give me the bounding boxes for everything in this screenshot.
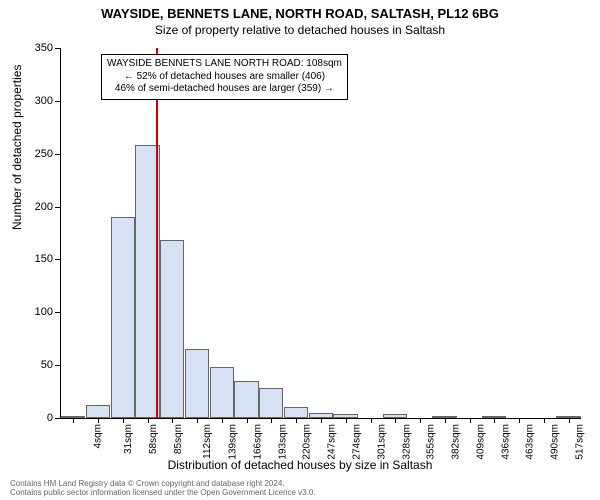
reference-line	[156, 48, 158, 418]
x-tick-label: 247sqm	[327, 424, 338, 460]
y-tick-label: 150	[35, 253, 53, 265]
histogram-bar	[160, 240, 184, 418]
annotation-box: WAYSIDE BENNETS LANE NORTH ROAD: 108sqm …	[101, 54, 348, 100]
x-tick	[73, 418, 74, 423]
x-tick	[494, 418, 495, 423]
x-tick-label: 58sqm	[148, 424, 159, 454]
y-tick	[55, 154, 61, 155]
x-tick-label: 436sqm	[500, 424, 511, 460]
x-tick	[271, 418, 272, 423]
x-tick-label: 85sqm	[173, 424, 184, 454]
histogram-bar	[210, 367, 234, 418]
x-tick	[98, 418, 99, 423]
x-tick-label: 409sqm	[475, 424, 486, 460]
x-tick	[395, 418, 396, 423]
y-tick	[55, 418, 61, 419]
histogram-bar	[86, 405, 110, 418]
y-tick	[55, 312, 61, 313]
footer-line1: Contains HM Land Registry data © Crown c…	[10, 479, 600, 489]
annotation-line3: 46% of semi-detached houses are larger (…	[107, 83, 342, 96]
x-tick	[197, 418, 198, 423]
x-tick-label: 112sqm	[202, 424, 213, 459]
x-tick	[172, 418, 173, 423]
histogram-bar	[284, 407, 308, 418]
y-tick	[55, 101, 61, 102]
histogram-bar	[234, 381, 258, 418]
y-tick-label: 50	[41, 359, 53, 371]
x-tick-label: 517sqm	[574, 424, 585, 460]
footer: Contains HM Land Registry data © Crown c…	[0, 479, 600, 498]
x-tick-label: 193sqm	[277, 424, 288, 460]
x-tick	[346, 418, 347, 423]
footer-line2: Contains public sector information licen…	[10, 488, 600, 498]
x-tick-label: 355sqm	[426, 424, 437, 460]
x-tick	[296, 418, 297, 423]
y-tick	[55, 48, 61, 49]
chart-title: WAYSIDE, BENNETS LANE, NORTH ROAD, SALTA…	[0, 0, 600, 21]
y-tick-label: 0	[47, 412, 53, 424]
x-tick-label: 31sqm	[123, 424, 134, 454]
x-tick-label: 301sqm	[376, 424, 387, 460]
x-tick	[420, 418, 421, 423]
x-tick	[222, 418, 223, 423]
y-tick	[55, 259, 61, 260]
y-tick-label: 100	[35, 306, 53, 318]
y-tick	[55, 207, 61, 208]
y-tick-label: 300	[35, 95, 53, 107]
x-tick	[148, 418, 149, 423]
annotation-line2: ← 52% of detached houses are smaller (40…	[107, 71, 342, 84]
x-tick	[123, 418, 124, 423]
x-tick	[321, 418, 322, 423]
histogram-bar	[185, 349, 209, 418]
x-axis-title: Distribution of detached houses by size …	[0, 458, 600, 472]
y-tick-label: 200	[35, 201, 53, 213]
x-tick-label: 382sqm	[451, 424, 462, 460]
x-tick	[569, 418, 570, 423]
chart-subtitle: Size of property relative to detached ho…	[0, 21, 600, 37]
x-tick-label: 166sqm	[253, 424, 264, 460]
plot-area: 0501001502002503003504sqm31sqm58sqm85sqm…	[60, 48, 581, 419]
annotation-line1: WAYSIDE BENNETS LANE NORTH ROAD: 108sqm	[107, 58, 342, 71]
histogram-bar	[259, 388, 283, 418]
x-tick	[519, 418, 520, 423]
x-tick-label: 328sqm	[401, 424, 412, 460]
chart-container: WAYSIDE, BENNETS LANE, NORTH ROAD, SALTA…	[0, 0, 600, 500]
x-tick	[371, 418, 372, 423]
y-axis-title: Number of detached properties	[10, 65, 24, 230]
x-tick-label: 4sqm	[93, 424, 104, 448]
x-tick	[470, 418, 471, 423]
x-tick	[445, 418, 446, 423]
x-tick	[247, 418, 248, 423]
y-tick-label: 250	[35, 148, 53, 160]
x-tick-label: 274sqm	[352, 424, 363, 460]
x-tick-label: 490sqm	[550, 424, 561, 460]
histogram-bar	[111, 217, 135, 418]
x-tick-label: 139sqm	[228, 424, 239, 460]
y-tick	[55, 365, 61, 366]
x-tick-label: 220sqm	[302, 424, 313, 460]
x-tick	[544, 418, 545, 423]
x-tick-label: 463sqm	[525, 424, 536, 460]
y-tick-label: 350	[35, 42, 53, 54]
